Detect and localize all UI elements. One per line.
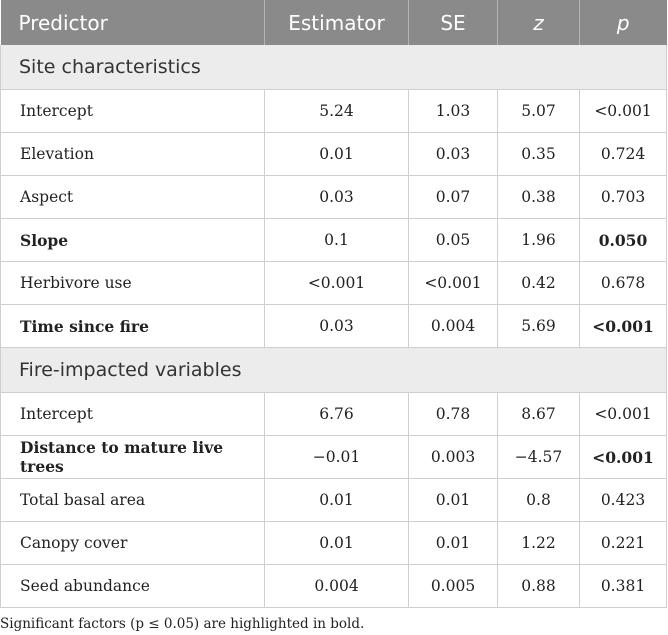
cell-z: 5.69 bbox=[497, 304, 580, 348]
header-row: Predictor Estimator SE z p bbox=[0, 0, 667, 45]
header-predictor: Predictor bbox=[0, 0, 265, 45]
cell-estimator: −0.01 bbox=[264, 435, 409, 479]
cell-estimator: 0.03 bbox=[264, 175, 409, 219]
cell-estimator: 0.01 bbox=[264, 478, 409, 522]
group-header-row: Fire-impacted variables bbox=[0, 347, 667, 393]
table-footnote: Significant factors (p ≤ 0.05) are highl… bbox=[0, 616, 365, 632]
cell-p: <0.001 bbox=[579, 392, 667, 436]
cell-z: 1.96 bbox=[497, 218, 580, 262]
header-estimator: Estimator bbox=[264, 0, 409, 45]
cell-p: <0.001 bbox=[579, 435, 667, 479]
cell-predictor: Slope bbox=[0, 218, 265, 262]
cell-predictor: Intercept bbox=[0, 89, 265, 133]
cell-p: 0.423 bbox=[579, 478, 667, 522]
cell-z: −4.57 bbox=[497, 435, 580, 479]
cell-p: 0.703 bbox=[579, 175, 667, 219]
cell-z: 8.67 bbox=[497, 392, 580, 436]
group-header-row: Site characteristics bbox=[0, 45, 667, 90]
cell-se: 0.003 bbox=[408, 435, 498, 479]
cell-p: <0.001 bbox=[579, 89, 667, 133]
cell-se: 0.07 bbox=[408, 175, 498, 219]
table-row: Aspect 0.03 0.07 0.38 0.703 bbox=[0, 175, 667, 219]
cell-z: 0.35 bbox=[497, 132, 580, 176]
table-row: Slope 0.1 0.05 1.96 0.050 bbox=[0, 218, 667, 262]
cell-predictor: Seed abundance bbox=[0, 564, 265, 608]
cell-estimator: 0.03 bbox=[264, 304, 409, 348]
cell-p: 0.221 bbox=[579, 521, 667, 565]
table-row: Herbivore use <0.001 <0.001 0.42 0.678 bbox=[0, 261, 667, 305]
cell-estimator: 0.01 bbox=[264, 132, 409, 176]
cell-z: 0.8 bbox=[497, 478, 580, 522]
group-title: Fire-impacted variables bbox=[0, 347, 667, 393]
group-title: Site characteristics bbox=[0, 45, 667, 90]
regression-table: Predictor Estimator SE z p Site characte… bbox=[0, 0, 667, 608]
cell-z: 0.88 bbox=[497, 564, 580, 608]
cell-p: 0.724 bbox=[579, 132, 667, 176]
cell-se: 0.05 bbox=[408, 218, 498, 262]
cell-se: 0.78 bbox=[408, 392, 498, 436]
table-row: Intercept 5.24 1.03 5.07 <0.001 bbox=[0, 89, 667, 133]
cell-se: <0.001 bbox=[408, 261, 498, 305]
header-se: SE bbox=[408, 0, 498, 45]
cell-se: 1.03 bbox=[408, 89, 498, 133]
cell-z: 0.38 bbox=[497, 175, 580, 219]
table-row: Intercept 6.76 0.78 8.67 <0.001 bbox=[0, 392, 667, 436]
cell-estimator: 0.1 bbox=[264, 218, 409, 262]
header-p: p bbox=[579, 0, 667, 45]
cell-z: 1.22 bbox=[497, 521, 580, 565]
cell-se: 0.004 bbox=[408, 304, 498, 348]
table-row: Elevation 0.01 0.03 0.35 0.724 bbox=[0, 132, 667, 176]
table-row: Time since fire 0.03 0.004 5.69 <0.001 bbox=[0, 304, 667, 348]
cell-predictor: Intercept bbox=[0, 392, 265, 436]
cell-se: 0.005 bbox=[408, 564, 498, 608]
table-row: Total basal area 0.01 0.01 0.8 0.423 bbox=[0, 478, 667, 522]
cell-predictor: Time since fire bbox=[0, 304, 265, 348]
table-row: Distance to mature live trees −0.01 0.003−… bbox=[0, 435, 667, 479]
cell-estimator: 0.004 bbox=[264, 564, 409, 608]
header-z: z bbox=[497, 0, 580, 45]
cell-predictor: Total basal area bbox=[0, 478, 265, 522]
table-row: Canopy cover 0.01 0.01 1.22 0.221 bbox=[0, 521, 667, 565]
cell-estimator: 5.24 bbox=[264, 89, 409, 133]
cell-predictor: Herbivore use bbox=[0, 261, 265, 305]
cell-estimator: <0.001 bbox=[264, 261, 409, 305]
cell-p: 0.050 bbox=[579, 218, 667, 262]
cell-p: 0.678 bbox=[579, 261, 667, 305]
cell-estimator: 6.76 bbox=[264, 392, 409, 436]
cell-z: 0.42 bbox=[497, 261, 580, 305]
cell-se: 0.01 bbox=[408, 521, 498, 565]
cell-predictor: Aspect bbox=[0, 175, 265, 219]
cell-predictor: Elevation bbox=[0, 132, 265, 176]
table-row: Seed abundance 0.004 0.005 0.88 0.381 bbox=[0, 564, 667, 608]
cell-p: <0.001 bbox=[579, 304, 667, 348]
cell-estimator: 0.01 bbox=[264, 521, 409, 565]
cell-z: 5.07 bbox=[497, 89, 580, 133]
cell-p: 0.381 bbox=[579, 564, 667, 608]
cell-predictor: Canopy cover bbox=[0, 521, 265, 565]
cell-predictor: Distance to mature live trees bbox=[0, 435, 265, 479]
cell-se: 0.03 bbox=[408, 132, 498, 176]
cell-se: 0.01 bbox=[408, 478, 498, 522]
